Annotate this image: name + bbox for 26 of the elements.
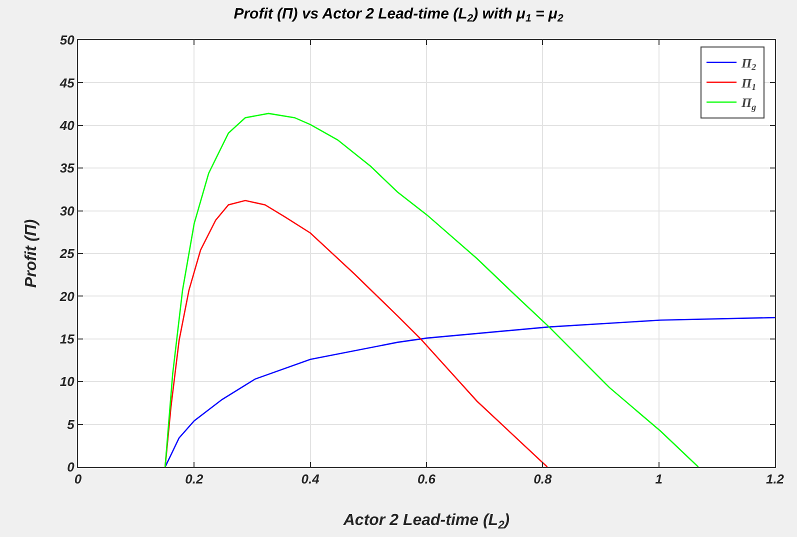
legend-label: Π$_{1}$ [740,75,756,92]
line-series [164,112,699,467]
x-axis-title: Actor 2 Lead-time (L$_{2}$) [342,512,510,532]
y-tick-label: 40 [58,118,76,133]
y-tick-label: 15 [60,331,76,346]
y-tick-label: 30 [60,203,76,218]
line-series [164,200,548,467]
y-tick-label: 10 [60,374,76,390]
x-tick-label: 1 [655,472,662,487]
x-tick-label: 0.2 [185,472,204,487]
legend-label: Π$_{2}$ [740,55,757,72]
y-tick-label: 0 [67,460,76,475]
chart-title: Profit (Π) vs Actor 2 Lead-time (L$_{2}$) with μ$_{1}$ = μ$_{2}$ [234,6,564,25]
y-tick-label: 35 [60,160,76,176]
y-axis-title: Profit (Π) [23,219,40,288]
y-tick-label: 50 [60,32,76,48]
y-tick-label: 5 [67,416,76,432]
y-tick-label: 45 [58,75,76,90]
y-tick-label: 25 [58,246,76,262]
x-tick-label: 0.8 [534,472,552,487]
x-tick-label: 0.6 [417,472,436,487]
legend-label: Π$_{g}$ [740,95,757,112]
x-tick-label: 1.2 [766,472,785,487]
line-series [164,316,775,467]
x-tick-label: 0.4 [301,472,320,487]
y-tick-label: 20 [58,288,76,304]
